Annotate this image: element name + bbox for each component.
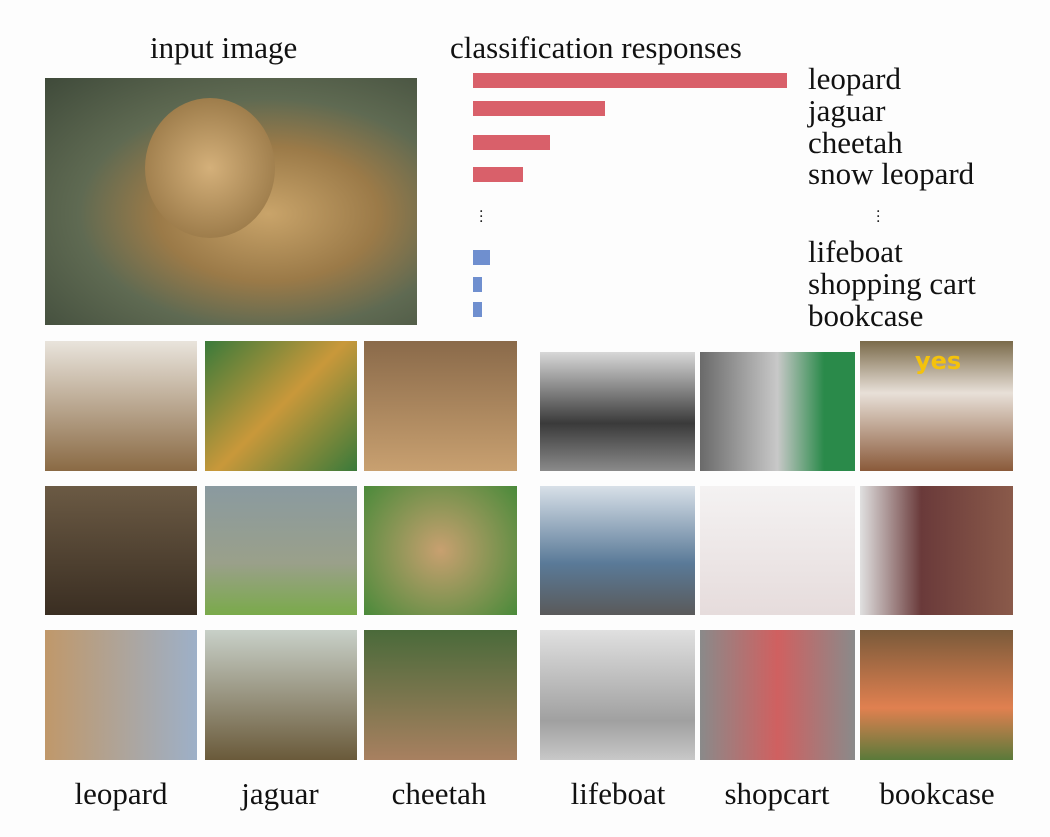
lifeboat-image-1	[540, 352, 695, 471]
bar-label-snow-leopard: snow leopard	[808, 156, 975, 191]
leopard-image-3	[45, 630, 197, 760]
caption-cheetah: cheetah	[391, 776, 487, 811]
shopcart-image-2	[700, 486, 855, 615]
bar-label-cheetah: cheetah	[808, 125, 903, 160]
responses-title: classification responses	[450, 30, 742, 65]
jaguar-image-1	[205, 341, 357, 471]
input-leopard-image	[45, 78, 417, 325]
bar-lifeboat	[473, 250, 491, 265]
leopard-image-1	[45, 341, 197, 471]
caption-jaguar: jaguar	[241, 776, 319, 811]
bar-label-jaguar: jaguar	[808, 93, 886, 128]
bookcase-image-1: yes	[860, 341, 1013, 471]
bar-label-shopping-cart: shopping cart	[808, 266, 976, 301]
caption-lifeboat: lifeboat	[570, 776, 666, 811]
jaguar-image-2	[205, 486, 357, 615]
lifeboat-image-3	[540, 630, 695, 760]
bar-snow-leopard	[473, 167, 524, 182]
input-image-title: input image	[150, 30, 298, 65]
bar-shopping-cart	[473, 277, 483, 292]
labels-ellipsis: · · ·	[876, 204, 881, 230]
cheetah-image-3	[364, 630, 517, 760]
bar-label-leopard: leopard	[808, 61, 901, 96]
bars-ellipsis: · · ·	[479, 204, 484, 230]
bar-label-bookcase: bookcase	[808, 298, 924, 333]
bookcase-image-3	[860, 630, 1013, 760]
jaguar-image-3	[205, 630, 357, 760]
bar-bookcase	[473, 302, 483, 317]
bar-cheetah	[473, 135, 550, 150]
lifeboat-image-2	[540, 486, 695, 615]
caption-leopard: leopard	[74, 776, 168, 811]
bar-label-lifeboat: lifeboat	[808, 234, 903, 269]
shopcart-image-1	[700, 352, 855, 471]
caption-shopcart: shopcart	[724, 776, 830, 811]
bookcase-image-2	[860, 486, 1013, 615]
shopcart-image-3	[700, 630, 855, 760]
bar-leopard	[473, 73, 787, 88]
leopard-image-2	[45, 486, 197, 615]
bookcase-sign-text: yes	[915, 347, 962, 375]
caption-bookcase: bookcase	[879, 776, 995, 811]
bar-jaguar	[473, 101, 605, 116]
cheetah-image-2	[364, 486, 517, 615]
cheetah-image-1	[364, 341, 517, 471]
